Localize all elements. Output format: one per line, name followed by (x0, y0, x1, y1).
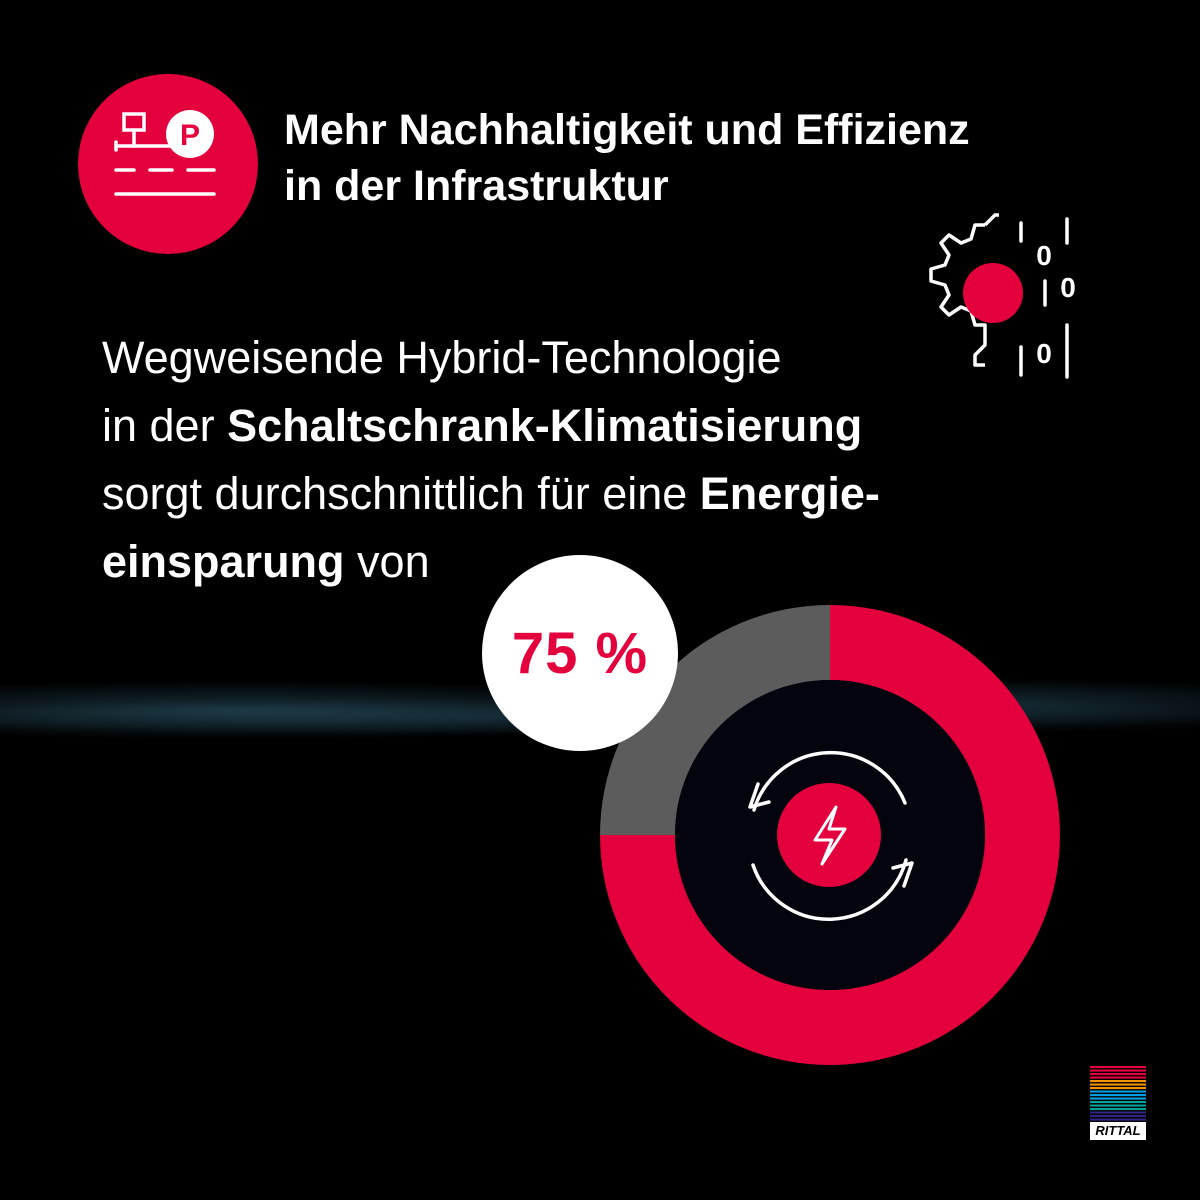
logo-stripe (1090, 1094, 1146, 1097)
logo-stripe (1090, 1066, 1146, 1069)
title-line-1: Mehr Nachhaltigkeit und Effizienz (284, 106, 970, 154)
body-line-2-bold: Schaltschrank-Klimatisierung (227, 400, 863, 451)
binary-digit: 0 (1060, 272, 1076, 303)
logo-stripe (1090, 1087, 1146, 1090)
logo-stripe (1090, 1090, 1146, 1093)
logo-stripe (1090, 1076, 1146, 1079)
logo-stripe (1090, 1115, 1146, 1118)
page-title: Mehr Nachhaltigkeit und Effizienz in der… (284, 102, 1184, 214)
body-line-3: sorgt durchschnittlich für eine Energie- (102, 460, 1102, 528)
logo-stripe (1090, 1080, 1146, 1083)
lightning-bolt-icon (813, 805, 847, 866)
donut-slices (600, 605, 1060, 1065)
body-text: Wegweisende Hybrid-Technologie in der Sc… (102, 324, 1102, 596)
value-badge: 75 % (482, 555, 678, 751)
body-line-4: einsparung von (102, 528, 1102, 596)
logo-stripe (1090, 1083, 1146, 1086)
body-line-3-prefix: sorgt durchschnittlich für eine (102, 468, 700, 519)
logo-stripe (1090, 1118, 1146, 1121)
gear-binary-icon: 0 0 0 (929, 213, 1076, 379)
energy-core (777, 783, 881, 887)
header-badge: P (78, 74, 258, 254)
binary-digit: 0 (1036, 240, 1052, 271)
logo-stripe (1090, 1097, 1146, 1100)
donut-slice-rest (600, 605, 830, 835)
donut-slice-energieeinsparung (600, 605, 1060, 1065)
parking-street-icon: P (114, 110, 216, 196)
parking-sign (166, 110, 214, 158)
logo-stripe (1090, 1101, 1146, 1104)
body-line-2-prefix: in der (102, 400, 228, 451)
svg-text:P: P (180, 119, 200, 152)
logo-stripes (1090, 1066, 1146, 1121)
logo-text: RITTAL (1090, 1122, 1146, 1140)
gear-core (963, 263, 1023, 323)
gear-outline (929, 223, 987, 367)
logo-stripe (1090, 1111, 1146, 1114)
body-line-2: in der Schaltschrank-Klimatisierung (102, 392, 1102, 460)
value-label: 75 % (511, 620, 649, 686)
body-line-3-bold: Energie- (699, 468, 880, 519)
energy-cycle-icon (748, 750, 914, 921)
binary-digit: 0 (1036, 338, 1052, 369)
body-line-4-bold: einsparung (102, 536, 345, 587)
body-line-4-suffix: von (344, 536, 430, 587)
logo-stripe (1090, 1104, 1146, 1107)
logo-stripe (1090, 1069, 1146, 1072)
logo-stripe (1090, 1108, 1146, 1111)
logo-stripe (1090, 1073, 1146, 1076)
body-line-1: Wegweisende Hybrid-Technologie (102, 332, 782, 383)
title-line-2: in der Infrastruktur (284, 162, 669, 210)
rittal-logo: RITTAL (1090, 1066, 1146, 1146)
